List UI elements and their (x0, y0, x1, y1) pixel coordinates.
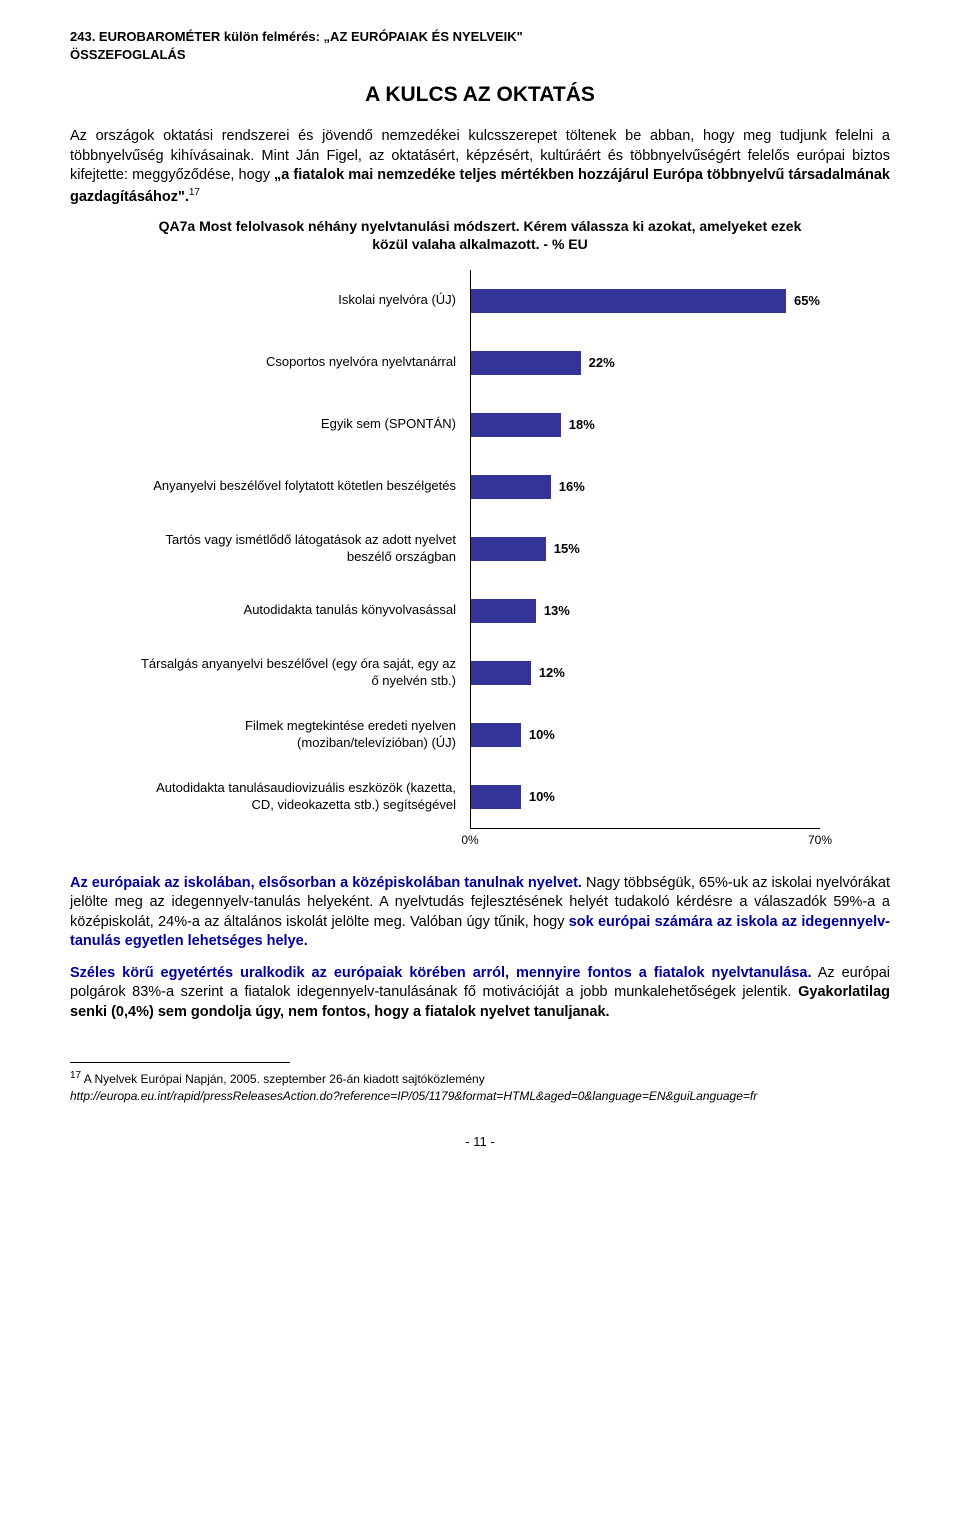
chart-bar-cell: 10% (470, 766, 820, 828)
page-header: 243. EUROBAROMÉTER külön felmérés: „AZ E… (70, 28, 890, 63)
intro-footref: 17 (189, 187, 200, 198)
chart-container: QA7a Most felolvasok néhány nyelvtanulás… (70, 217, 890, 847)
chart-bar (471, 661, 531, 685)
page-title: A KULCS AZ OKTATÁS (70, 83, 890, 107)
chart-bar-value: 12% (539, 665, 565, 680)
chart-row: Filmek megtekintése eredeti nyelven (moz… (140, 704, 820, 766)
footnote-separator (70, 1062, 290, 1063)
chart-row: Autodidakta tanulásaudiovizuális eszközö… (140, 766, 820, 828)
chart-row: Tartós vagy ismétlődő látogatások az ado… (140, 518, 820, 580)
chart-bar (471, 413, 561, 437)
footnote-num: 17 (70, 1070, 81, 1081)
footnote-text: A Nyelvek Európai Napján, 2005. szeptemb… (81, 1072, 485, 1086)
chart-bar (471, 785, 521, 809)
chart-row: Csoportos nyelvóra nyelvtanárral 22% (140, 332, 820, 394)
chart-row: Egyik sem (SPONTÁN) 18% (140, 394, 820, 456)
chart-bar (471, 537, 546, 561)
chart-bar-label: Iskolai nyelvóra (ÚJ) (140, 292, 470, 308)
intro-paragraph: Az országok oktatási rendszerei és jöven… (70, 127, 890, 207)
chart-title: QA7a Most felolvasok néhány nyelvtanulás… (140, 217, 820, 253)
chart-bar-value: 65% (794, 293, 820, 308)
chart-bar-cell: 10% (470, 704, 820, 766)
chart-bar-label: Autodidakta tanulás könyvolvasással (140, 602, 470, 618)
chart-bar-label: Autodidakta tanulásaudiovizuális eszközö… (140, 780, 470, 813)
chart-row: Társalgás anyanyelvi beszélővel (egy óra… (140, 642, 820, 704)
chart-bar-label: Egyik sem (SPONTÁN) (140, 416, 470, 432)
chart-axis-row: 0%70% (140, 828, 820, 848)
chart-bar-cell: 22% (470, 332, 820, 394)
chart-bar-value: 18% (569, 417, 595, 432)
chart-row: Autodidakta tanulás könyvolvasással 13% (140, 580, 820, 642)
chart-bar-value: 10% (529, 727, 555, 742)
chart-bar-label: Csoportos nyelvóra nyelvtanárral (140, 354, 470, 370)
footnote: 17 A Nyelvek Európai Napján, 2005. szept… (70, 1069, 890, 1103)
chart-bar-cell: 16% (470, 456, 820, 518)
chart-bar-label: Anyanyelvi beszélővel folytatott kötetle… (140, 478, 470, 494)
chart-bar-value: 13% (544, 603, 570, 618)
chart-bar-label: Tartós vagy ismétlődő látogatások az ado… (140, 532, 470, 565)
chart-bar-cell: 18% (470, 394, 820, 456)
body-paragraph-1: Az európaiak az iskolában, elsősorban a … (70, 874, 890, 952)
chart-bar-label: Filmek megtekintése eredeti nyelven (moz… (140, 718, 470, 751)
chart-bar-label: Társalgás anyanyelvi beszélővel (egy óra… (140, 656, 470, 689)
chart-area: Iskolai nyelvóra (ÚJ) 65% Csoportos nyelvó… (140, 270, 820, 848)
chart-bar (471, 475, 551, 499)
chart-bar (471, 723, 521, 747)
chart-bar-value: 15% (554, 541, 580, 556)
chart-row: Anyanyelvi beszélővel folytatott kötetle… (140, 456, 820, 518)
axis-tick-min: 0% (461, 833, 478, 847)
chart-row: Iskolai nyelvóra (ÚJ) 65% (140, 270, 820, 332)
chart-bar-value: 10% (529, 789, 555, 804)
footnote-url: http://europa.eu.int/rapid/pressReleases… (70, 1089, 757, 1103)
chart-bar-cell: 13% (470, 580, 820, 642)
header-line2: ÖSSZEFOGLALÁS (70, 46, 890, 64)
chart-bar-cell: 65% (470, 270, 820, 332)
body-p1-blue: Az európaiak az iskolában, elsősorban a … (70, 875, 582, 891)
body-p2-blue: Széles körű egyetértés uralkodik az euró… (70, 965, 812, 981)
page-number: - 11 - (70, 1134, 890, 1149)
chart-bar (471, 599, 536, 623)
chart-bar-cell: 12% (470, 642, 820, 704)
chart-bar-cell: 15% (470, 518, 820, 580)
chart-bar-value: 16% (559, 479, 585, 494)
header-line1: 243. EUROBAROMÉTER külön felmérés: „AZ E… (70, 28, 890, 46)
body-paragraph-2: Széles körű egyetértés uralkodik az euró… (70, 964, 890, 1023)
chart-bar-value: 22% (589, 355, 615, 370)
chart-x-axis: 0%70% (470, 828, 820, 848)
chart-bar (471, 289, 786, 313)
chart-bar (471, 351, 581, 375)
axis-tick-max: 70% (808, 833, 832, 847)
